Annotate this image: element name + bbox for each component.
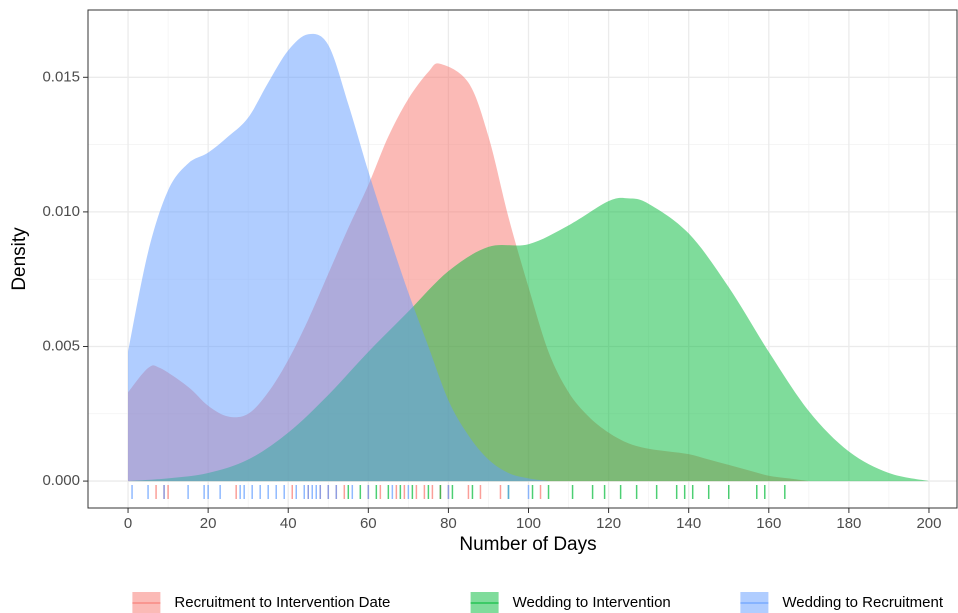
x-tick-label: 60 [360, 515, 377, 532]
legend-label: Wedding to Recruitment [782, 594, 943, 611]
x-tick-label: 160 [756, 515, 781, 532]
panel-border [87, 9, 958, 509]
x-tick-label: 20 [200, 515, 217, 532]
x-tick-label: 40 [280, 515, 297, 532]
x-tick-label: 200 [916, 515, 941, 532]
legend-label: Recruitment to Intervention Date [174, 594, 390, 611]
x-tick-label: 0 [124, 515, 132, 532]
y-tick-label: 0.010 [42, 203, 80, 220]
x-tick-label: 100 [516, 515, 541, 532]
y-axis-title: Density [9, 227, 30, 291]
x-axis-title: Number of Days [459, 534, 596, 555]
x-tick-label: 180 [836, 515, 861, 532]
x-tick-label: 80 [440, 515, 457, 532]
density-area [128, 33, 549, 482]
legend-label: Wedding to Intervention [513, 594, 671, 611]
y-tick-label: 0.000 [42, 472, 80, 489]
y-tick-label: 0.005 [42, 337, 80, 354]
x-tick-label: 120 [596, 515, 621, 532]
x-tick-label: 140 [676, 515, 701, 532]
y-tick-label: 0.015 [42, 68, 80, 85]
